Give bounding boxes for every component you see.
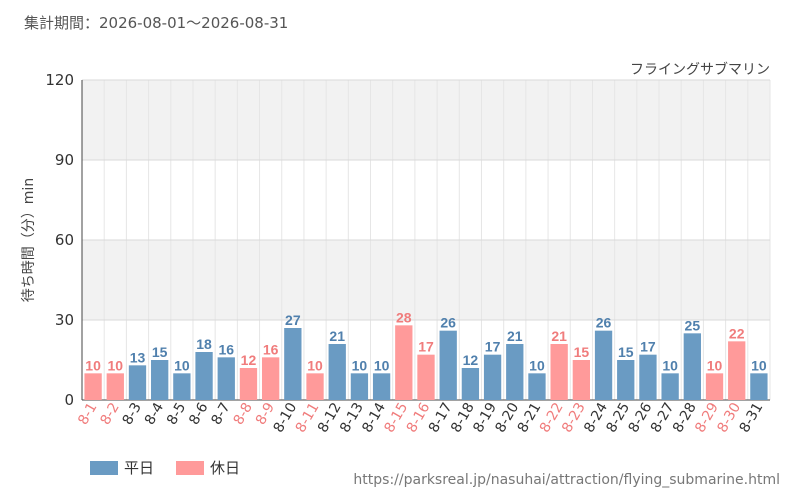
bar-value-label: 16 — [218, 341, 234, 357]
bar — [151, 360, 169, 400]
bar — [417, 354, 435, 400]
x-tick-label: 8-7 — [208, 400, 233, 428]
bar-value-label: 21 — [329, 328, 345, 344]
bar-value-label: 10 — [85, 357, 101, 373]
y-axis-label: 待ち時間（分）min — [21, 178, 37, 302]
bar — [594, 330, 613, 400]
bar — [728, 341, 746, 400]
bar — [128, 365, 147, 400]
bar-value-label: 16 — [263, 341, 279, 357]
bar — [372, 373, 391, 400]
bar — [750, 373, 768, 400]
bar — [483, 354, 502, 400]
bar — [572, 360, 591, 400]
bar-value-label: 10 — [529, 357, 545, 373]
legend-item-weekday: 平日 — [90, 457, 154, 478]
bar-value-label: 10 — [352, 357, 368, 373]
bar — [550, 344, 568, 400]
bar-value-label: 21 — [551, 328, 567, 344]
bar-value-label: 10 — [174, 357, 190, 373]
x-tick-label: 8-3 — [120, 400, 145, 428]
bar — [306, 373, 324, 400]
bar — [106, 373, 124, 400]
x-tick-label: 8-6 — [186, 400, 211, 428]
bar-value-label: 12 — [241, 352, 257, 368]
y-tick-label: 0 — [64, 391, 74, 409]
bar-value-label: 17 — [640, 339, 656, 355]
chart-title: フライングサブマリン — [630, 61, 770, 78]
bar — [705, 373, 724, 400]
bar-value-label: 13 — [130, 349, 146, 365]
grid-band — [82, 240, 770, 320]
x-tick-label: 8-2 — [97, 400, 122, 428]
bar — [461, 368, 480, 400]
grid-band — [82, 80, 770, 160]
y-tick-label: 90 — [55, 151, 74, 169]
bar — [284, 328, 302, 400]
y-tick-label: 60 — [55, 231, 74, 249]
bar — [506, 344, 524, 400]
grid-band — [82, 160, 770, 240]
bar — [173, 373, 191, 400]
legend-swatch-holiday — [176, 460, 205, 475]
period-label: 集計期間：2026-08-01～2026-08-31 — [24, 14, 289, 32]
bar-value-label: 26 — [596, 315, 612, 331]
bar — [328, 344, 346, 400]
bar-value-label: 10 — [751, 357, 767, 373]
x-tick-label: 8-31 — [737, 400, 767, 436]
bar-value-label: 15 — [152, 344, 168, 360]
bar-value-label: 21 — [507, 328, 523, 344]
bar-value-label: 22 — [729, 325, 745, 341]
bar-value-label: 10 — [707, 357, 723, 373]
bar — [350, 373, 369, 400]
bar-value-label: 10 — [662, 357, 678, 373]
bar — [261, 357, 280, 400]
bar — [239, 368, 258, 400]
x-tick-label: 8-4 — [142, 400, 167, 428]
x-tick-label: 8-8 — [231, 400, 256, 428]
bar-value-label: 15 — [618, 344, 634, 360]
bar-value-label: 26 — [440, 315, 456, 331]
bar-value-label: 18 — [196, 336, 212, 352]
bar — [84, 373, 102, 400]
bar — [528, 373, 546, 400]
x-tick-label: 8-5 — [164, 400, 189, 428]
bar — [395, 325, 413, 400]
bar-value-label: 10 — [374, 357, 390, 373]
bar-value-label: 27 — [285, 312, 301, 328]
y-tick-label: 30 — [55, 311, 74, 329]
legend-label-weekday: 平日 — [124, 459, 155, 477]
bar — [661, 373, 679, 400]
bar-value-label: 10 — [108, 357, 124, 373]
bar — [195, 352, 213, 400]
legend-swatch-weekday — [90, 460, 118, 475]
bar-value-label: 10 — [307, 357, 323, 373]
legend: 平日 休日 — [90, 457, 262, 478]
bar-value-label: 17 — [485, 339, 501, 355]
bar — [439, 330, 457, 400]
bar — [617, 360, 635, 400]
y-tick-label: 120 — [45, 71, 74, 89]
bar-value-label: 25 — [685, 317, 701, 333]
bar — [217, 357, 235, 400]
bar — [683, 333, 701, 400]
bar-value-label: 15 — [574, 344, 590, 360]
source-url: https://parksreal.jp/nasuhai/attraction/… — [353, 472, 780, 488]
bar — [639, 354, 657, 400]
legend-label-holiday: 休日 — [210, 459, 241, 477]
bar-value-label: 12 — [463, 352, 479, 368]
legend-item-holiday: 休日 — [176, 457, 240, 478]
bar-value-label: 17 — [418, 339, 434, 355]
bar-value-label: 28 — [396, 309, 412, 325]
x-tick-label: 8-1 — [75, 400, 100, 428]
